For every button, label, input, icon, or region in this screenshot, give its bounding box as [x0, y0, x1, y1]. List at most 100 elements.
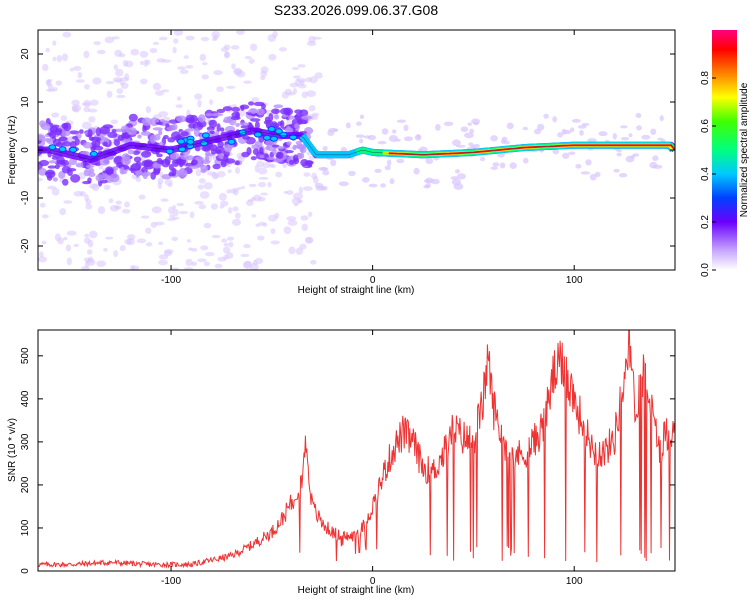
heat-noise-blob [632, 153, 640, 157]
heat-noise-blob [56, 54, 63, 63]
heat-noise-blob [305, 77, 313, 83]
heat-band-blob [38, 159, 50, 167]
heat-noise-blob [221, 238, 228, 243]
heat-noise-blob [88, 230, 98, 239]
heat-band-blob [265, 146, 271, 151]
heat-noise-blob [199, 191, 210, 199]
heat-band-blob [216, 123, 221, 132]
heat-noise-blob [158, 259, 168, 266]
heat-noise-blob [198, 178, 206, 184]
heat-noise-blob [649, 161, 658, 169]
heat-noise-blob [356, 121, 362, 126]
heat-band-blob [294, 123, 299, 129]
heat-noise-blob [92, 77, 102, 85]
heat-noise-blob [124, 60, 134, 68]
heat-band-blob [113, 139, 120, 147]
heat-noise-blob [304, 236, 313, 244]
heat-noise-blob [467, 122, 472, 126]
heat-band-blob [49, 124, 60, 128]
heat-noise-blob [124, 73, 130, 80]
heat-noise-blob [469, 128, 474, 134]
heat-noise-blob [579, 129, 584, 136]
colorbar-tick-label: 0.0 [700, 263, 711, 277]
heat-noise-blob [145, 59, 151, 65]
heat-noise-blob [258, 176, 269, 180]
heat-band-blob [235, 122, 240, 127]
snr-ytick-label: 100 [20, 519, 31, 536]
heat-band-blob [271, 144, 280, 148]
heat-noise-blob [172, 46, 177, 54]
heat-noise-blob [138, 194, 146, 200]
heat-noise-blob [89, 99, 99, 106]
heat-noise-blob [38, 256, 48, 263]
heat-band-blob [242, 135, 251, 140]
heat-noise-blob [136, 238, 147, 244]
heat-noise-blob [585, 159, 592, 166]
ridge-spot [253, 131, 262, 138]
heat-noise-blob [176, 96, 182, 101]
heat-band-blob [157, 160, 165, 165]
heat-noise-blob [113, 250, 119, 258]
heat-band-blob [259, 154, 265, 159]
heat-noise-blob [72, 65, 82, 72]
heat-noise-blob [145, 242, 153, 247]
heat-noise-blob [105, 80, 115, 85]
snr-ytick-label: 300 [20, 433, 31, 450]
heat-noise-blob [126, 238, 135, 246]
heat-noise-blob [108, 198, 114, 204]
heat-noise-blob [659, 115, 664, 122]
heat-noise-blob [262, 162, 271, 169]
snr-xtick-label: 100 [566, 576, 583, 587]
heat-band-blob [62, 178, 69, 186]
heat-noise-blob [306, 41, 317, 47]
heat-noise-blob [51, 112, 60, 118]
heat-band-blob [231, 106, 241, 112]
heat-noise-blob [293, 192, 303, 200]
heat-noise-blob [522, 157, 529, 164]
heat-noise-blob [251, 214, 257, 218]
heat-band-blob [46, 174, 53, 181]
spectrogram-xlabel: Height of straight line (km) [298, 285, 415, 296]
heat-noise-blob [237, 187, 242, 191]
heat-noise-blob [314, 182, 324, 189]
heat-band-blob [188, 123, 196, 129]
heat-band-blob [40, 122, 51, 131]
heat-band-blob [111, 128, 117, 133]
heat-noise-blob [178, 210, 189, 215]
heat-noise-blob [301, 223, 308, 232]
heat-band-blob [52, 138, 62, 147]
heat-noise-blob [327, 130, 335, 136]
heat-noise-blob [110, 119, 118, 125]
heat-band-blob [240, 105, 245, 111]
heat-noise-blob [479, 157, 486, 162]
heat-noise-blob [87, 239, 94, 248]
heat-band-blob [137, 134, 142, 139]
heat-noise-blob [243, 260, 252, 268]
heat-noise-blob [386, 159, 392, 167]
heat-noise-blob [116, 88, 124, 94]
heat-band-blob [168, 172, 174, 177]
snr-ytick-label: 200 [20, 476, 31, 493]
heat-band-blob [260, 103, 266, 109]
heat-noise-blob [168, 206, 175, 215]
heat-noise-blob [116, 94, 126, 99]
heat-noise-blob [314, 72, 323, 79]
heat-band-blob [284, 150, 294, 154]
ridge-outline [38, 130, 675, 160]
snr-ticks: -100 0 100 0 100 200 300 400 500 [20, 330, 675, 587]
heat-noise-blob [368, 183, 378, 188]
colorbar-tick-label: 0.4 [700, 167, 711, 181]
heat-noise-blob [270, 240, 280, 245]
heat-noise-blob [297, 64, 306, 68]
heat-noise-blob [214, 263, 223, 269]
heat-band-blob [128, 113, 138, 122]
ridge-spot [186, 138, 195, 145]
heat-band-blob [99, 158, 110, 166]
heat-noise-blob [121, 208, 131, 214]
heat-noise-blob [96, 49, 106, 55]
heat-band-blob [94, 138, 101, 148]
heat-noise-blob [570, 127, 575, 133]
heat-noise-blob [362, 177, 370, 183]
heat-noise-blob [130, 264, 135, 270]
